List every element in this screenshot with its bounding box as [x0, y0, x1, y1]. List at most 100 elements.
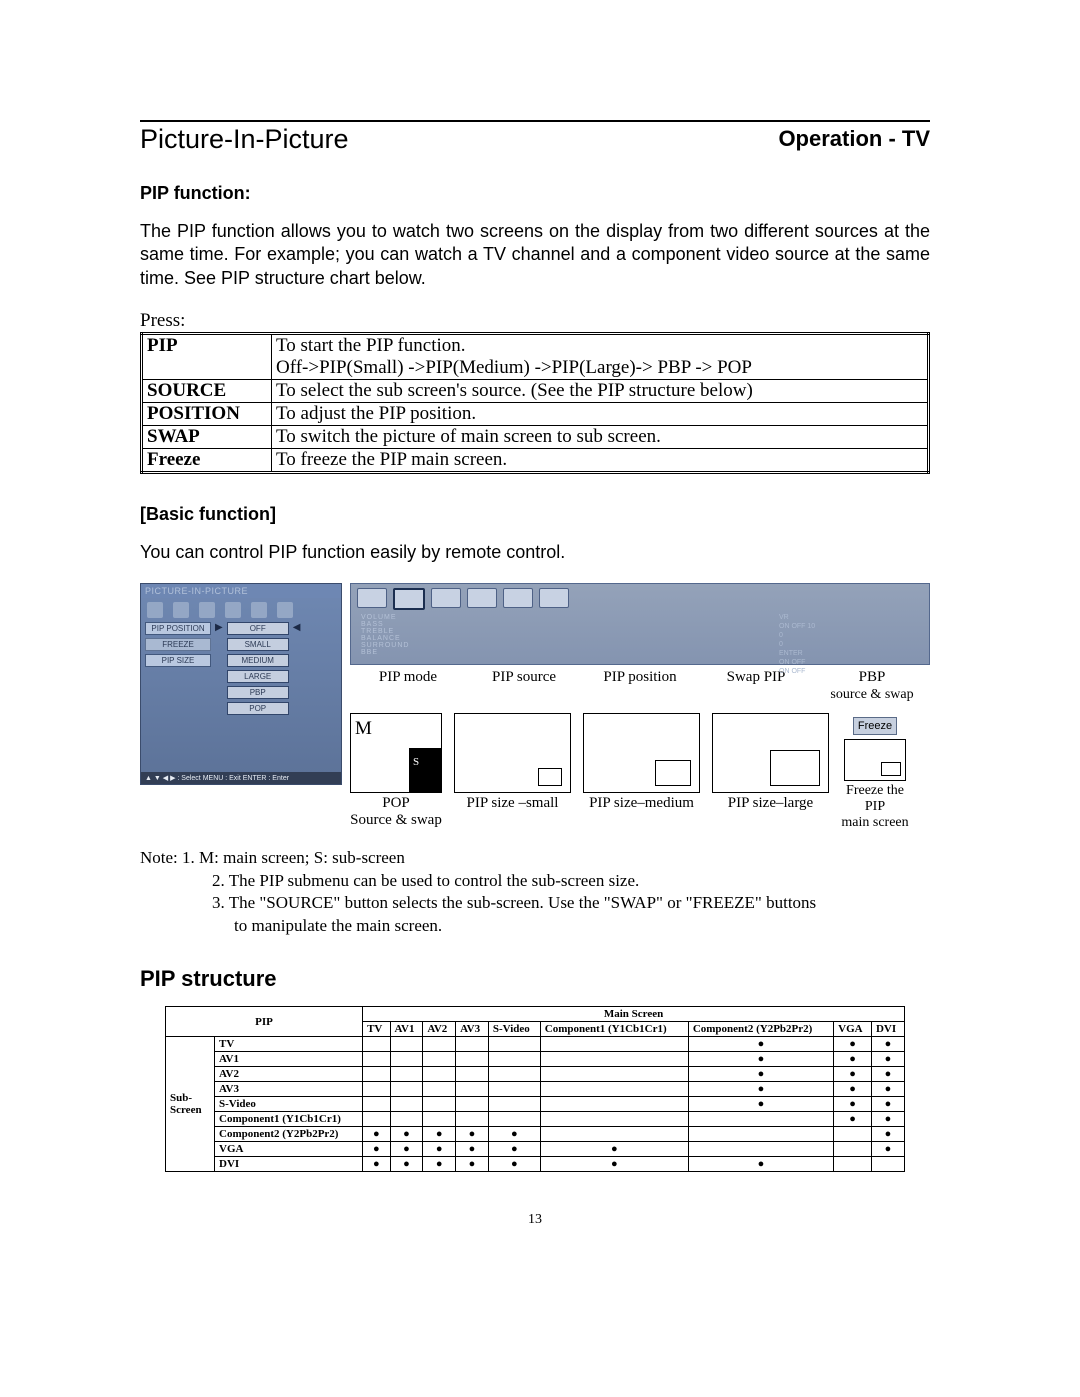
- matrix-cell: ●: [363, 1127, 390, 1142]
- func-key: Freeze: [142, 449, 272, 473]
- matrix-cell: [423, 1052, 456, 1067]
- matrix-cell: ●: [871, 1097, 904, 1112]
- table-row: PIP To start the PIP function. Off->PIP(…: [142, 334, 929, 380]
- matrix-row-header: Component2 (Y2Pb2Pr2): [215, 1127, 363, 1142]
- matrix-cell: [456, 1097, 489, 1112]
- table-row: DVI●●●●●●●: [166, 1157, 905, 1172]
- matrix-cell: [540, 1082, 688, 1097]
- matrix-cell: ●: [390, 1142, 423, 1157]
- matrix-row-header: TV: [215, 1037, 363, 1052]
- matrix-col-header: TV: [363, 1022, 390, 1037]
- matrix-cell: ●: [688, 1097, 833, 1112]
- matrix-cell: [540, 1127, 688, 1142]
- matrix-cell: [390, 1052, 423, 1067]
- matrix-cell: ●: [363, 1157, 390, 1172]
- matrix-cell: ●: [390, 1127, 423, 1142]
- func-desc: To start the PIP function. Off->PIP(Smal…: [272, 334, 929, 380]
- matrix-cell: ●: [688, 1082, 833, 1097]
- matrix-row-header: AV2: [215, 1067, 363, 1082]
- matrix-cell: ●: [423, 1157, 456, 1172]
- matrix-cell: ●: [456, 1157, 489, 1172]
- matrix-cell: [540, 1067, 688, 1082]
- pip-function-heading: PIP function:: [140, 183, 930, 204]
- matrix-col-header: VGA: [834, 1022, 872, 1037]
- matrix-col-header: AV2: [423, 1022, 456, 1037]
- matrix-cell: ●: [834, 1097, 872, 1112]
- matrix-cell: [540, 1112, 688, 1127]
- table-row: AV3●●●: [166, 1082, 905, 1097]
- matrix-cell: ●: [423, 1127, 456, 1142]
- icon: [225, 602, 241, 618]
- matrix-col-header: S-Video: [488, 1022, 540, 1037]
- matrix-cell: ●: [488, 1142, 540, 1157]
- icon: [277, 602, 293, 618]
- notes: Note: 1. M: main screen; S: sub-screen 2…: [140, 847, 930, 939]
- operation-label: Operation - TV: [778, 126, 930, 152]
- remote-btn: PIP POSITION: [145, 622, 211, 635]
- matrix-cell: [488, 1112, 540, 1127]
- matrix-cell: [456, 1082, 489, 1097]
- matrix-cell: [688, 1127, 833, 1142]
- remote-osd-panel: PICTURE-IN-PICTURE PIP POSITION FREEZE P…: [140, 583, 342, 785]
- main-screen-header: Main Screen: [363, 1007, 905, 1022]
- matrix-cell: ●: [834, 1037, 872, 1052]
- diag-pop: M S POP Source & swap: [350, 713, 442, 829]
- matrix-cell: [488, 1037, 540, 1052]
- func-key: SWAP: [142, 426, 272, 449]
- freeze-button: Freeze: [853, 717, 897, 735]
- func-desc: To adjust the PIP position.: [272, 403, 929, 426]
- icon: [147, 602, 163, 618]
- table-row: VGA●●●●●●●: [166, 1142, 905, 1157]
- matrix-cell: [488, 1082, 540, 1097]
- note-line: 2. The PIP submenu can be used to contro…: [212, 870, 930, 893]
- page-number: 13: [140, 1212, 930, 1228]
- matrix-cell: [834, 1127, 872, 1142]
- matrix-cell: [871, 1157, 904, 1172]
- matrix-cell: [390, 1067, 423, 1082]
- matrix-cell: ●: [688, 1157, 833, 1172]
- remote-footer: ▲ ▼ ◀ ▶ : Select MENU : Exit ENTER : Ent…: [141, 772, 341, 784]
- remote-btn: FREEZE: [145, 638, 211, 651]
- matrix-cell: [423, 1112, 456, 1127]
- matrix-cell: [423, 1037, 456, 1052]
- matrix-cell: [390, 1082, 423, 1097]
- note-line: to manipulate the main screen.: [234, 915, 930, 938]
- osd-tab: [357, 588, 387, 608]
- sound-osd-panel: VOLUME BASS TREBLE BALANCE SURROUND BBE …: [350, 583, 930, 665]
- matrix-cell: ●: [871, 1082, 904, 1097]
- matrix-cell: ●: [871, 1067, 904, 1082]
- remote-option: PBP: [227, 686, 289, 699]
- matrix-col-header: Component1 (Y1Cb1Cr1): [540, 1022, 688, 1037]
- function-table: PIP To start the PIP function. Off->PIP(…: [140, 332, 930, 474]
- func-desc: To switch the picture of main screen to …: [272, 426, 929, 449]
- matrix-cell: [834, 1142, 872, 1157]
- matrix-row-header: Component1 (Y1Cb1Cr1): [215, 1112, 363, 1127]
- matrix-cell: [390, 1097, 423, 1112]
- remote-icons: [141, 598, 341, 622]
- matrix-cell: [390, 1037, 423, 1052]
- matrix-cell: ●: [540, 1157, 688, 1172]
- matrix-cell: ●: [423, 1142, 456, 1157]
- matrix-cell: [488, 1067, 540, 1082]
- matrix-cell: ●: [871, 1142, 904, 1157]
- table-row: S-Video●●●: [166, 1097, 905, 1112]
- matrix-cell: ●: [871, 1037, 904, 1052]
- func-desc: To select the sub screen's source. (See …: [272, 380, 929, 403]
- icon: [251, 602, 267, 618]
- pip-structure-heading: PIP structure: [140, 966, 930, 992]
- table-row: SOURCE To select the sub screen's source…: [142, 380, 929, 403]
- matrix-cell: [688, 1112, 833, 1127]
- func-key: POSITION: [142, 403, 272, 426]
- matrix-cell: ●: [390, 1157, 423, 1172]
- matrix-cell: ●: [834, 1067, 872, 1082]
- basic-function-heading: [Basic function]: [140, 504, 930, 525]
- table-row: AV2●●●: [166, 1067, 905, 1082]
- table-row: Component1 (Y1Cb1Cr1)●●: [166, 1112, 905, 1127]
- matrix-cell: [456, 1052, 489, 1067]
- matrix-row-header: AV1: [215, 1052, 363, 1067]
- matrix-cell: ●: [871, 1127, 904, 1142]
- matrix-cell: [363, 1112, 390, 1127]
- func-desc: To freeze the PIP main screen.: [272, 449, 929, 473]
- remote-option: POP: [227, 702, 289, 715]
- matrix-col-header: DVI: [871, 1022, 904, 1037]
